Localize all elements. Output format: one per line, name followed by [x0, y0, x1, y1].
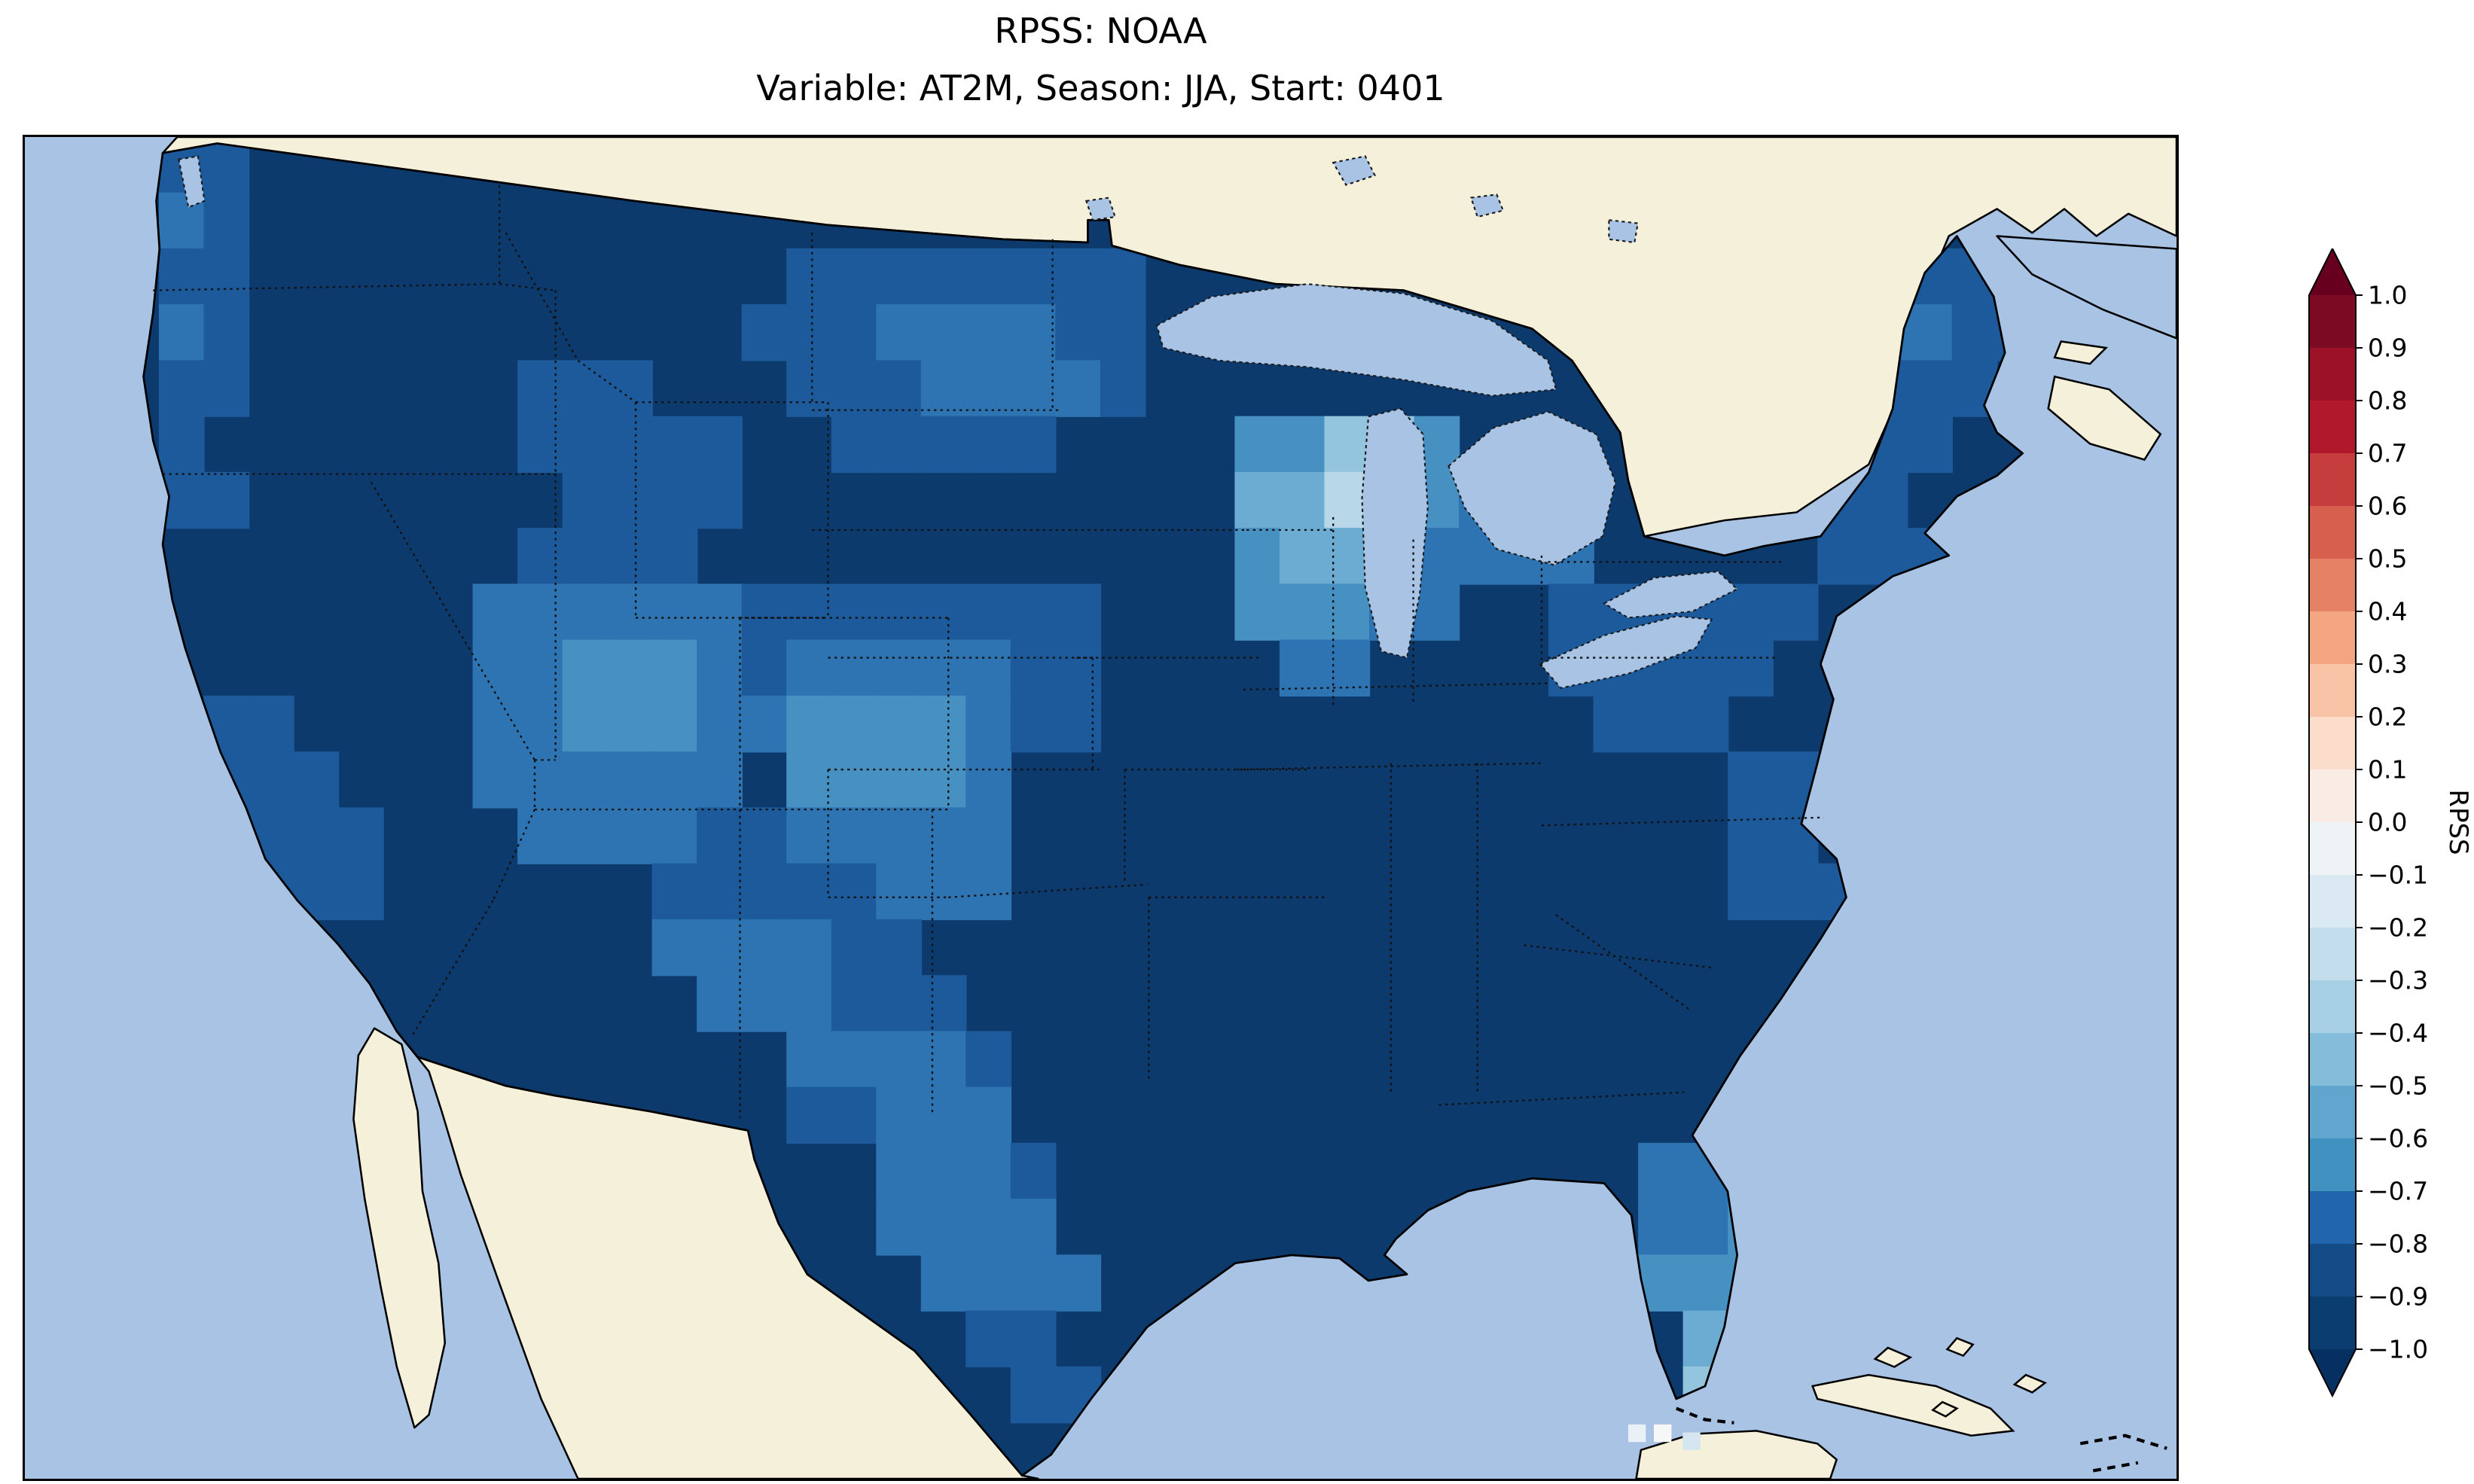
lake — [1447, 410, 1616, 566]
svg-text:−0.2: −0.2 — [2368, 913, 2428, 943]
svg-text:0.4: 0.4 — [2368, 597, 2407, 626]
lake — [1084, 197, 1117, 221]
lake — [1469, 193, 1505, 218]
lake — [1539, 615, 1713, 690]
lake — [1608, 219, 1639, 244]
svg-text:0.8: 0.8 — [2368, 386, 2407, 416]
island-chain — [2079, 1434, 2167, 1450]
colorbar: 1.0 0.9 0.8 0.7 0.6 0.5 0.4 0.3 0.2 0.1 0.0 −0.1 −0.… — [2308, 248, 2472, 1398]
svg-text:−0.8: −0.8 — [2368, 1230, 2428, 1259]
svg-text:−0.9: −0.9 — [2368, 1282, 2428, 1312]
svg-text:0.0: 0.0 — [2368, 808, 2407, 837]
map-panel — [23, 135, 2179, 1481]
offshore-data-cell — [1653, 1424, 1672, 1443]
svg-text:0.2: 0.2 — [2368, 702, 2407, 732]
page-title: RPSS: NOAA — [994, 11, 1207, 51]
svg-text:0.5: 0.5 — [2368, 544, 2407, 574]
gulf-of-st-lawrence — [1996, 235, 2177, 340]
svg-text:1.0: 1.0 — [2368, 281, 2407, 310]
colorbar-top-arrow — [2309, 248, 2356, 295]
lake — [178, 155, 206, 209]
page-subtitle: Variable: AT2M, Season: JJA, Start: 0401 — [756, 68, 1445, 108]
svg-text:0.7: 0.7 — [2368, 439, 2407, 468]
svg-text:−0.4: −0.4 — [2368, 1019, 2428, 1048]
island-chain — [2092, 1461, 2139, 1473]
lake — [1361, 407, 1429, 659]
svg-text:0.3: 0.3 — [2368, 650, 2407, 679]
island — [2053, 340, 2109, 365]
svg-text:0.6: 0.6 — [2368, 492, 2407, 521]
svg-text:−1.0: −1.0 — [2368, 1335, 2428, 1364]
island-chain — [1676, 1406, 1734, 1425]
lake — [1332, 155, 1377, 186]
island — [1873, 1346, 1913, 1368]
svg-text:−0.6: −0.6 — [2368, 1124, 2428, 1153]
svg-text:−0.1: −0.1 — [2368, 861, 2428, 890]
island — [2047, 375, 2162, 462]
colorbar-ticks: 1.0 0.9 0.8 0.7 0.6 0.5 0.4 0.3 0.2 0.1 0.0 −0.1 −0.… — [2356, 281, 2428, 1364]
svg-text:−0.5: −0.5 — [2368, 1071, 2428, 1101]
svg-text:−0.7: −0.7 — [2368, 1177, 2428, 1206]
us-coastline — [142, 142, 2024, 1477]
offshore-data-cell — [1682, 1432, 1701, 1450]
svg-text:−0.3: −0.3 — [2368, 966, 2428, 995]
island — [2012, 1373, 2047, 1394]
svg-text:0.9: 0.9 — [2368, 334, 2407, 363]
conus-rpss-heatmap — [25, 137, 2177, 1479]
island — [1931, 1400, 1959, 1418]
lake — [1602, 570, 1739, 619]
colorbar-label: RPSS — [2443, 789, 2472, 855]
lake — [1155, 283, 1557, 397]
state-borders — [153, 184, 1824, 1118]
colorbar-bottom-arrow — [2309, 1349, 2356, 1396]
island — [1811, 1373, 2015, 1437]
offshore-data-cell — [1627, 1424, 1646, 1443]
svg-text:0.1: 0.1 — [2368, 755, 2407, 785]
island — [1945, 1336, 1975, 1358]
baja-california — [352, 1027, 447, 1429]
